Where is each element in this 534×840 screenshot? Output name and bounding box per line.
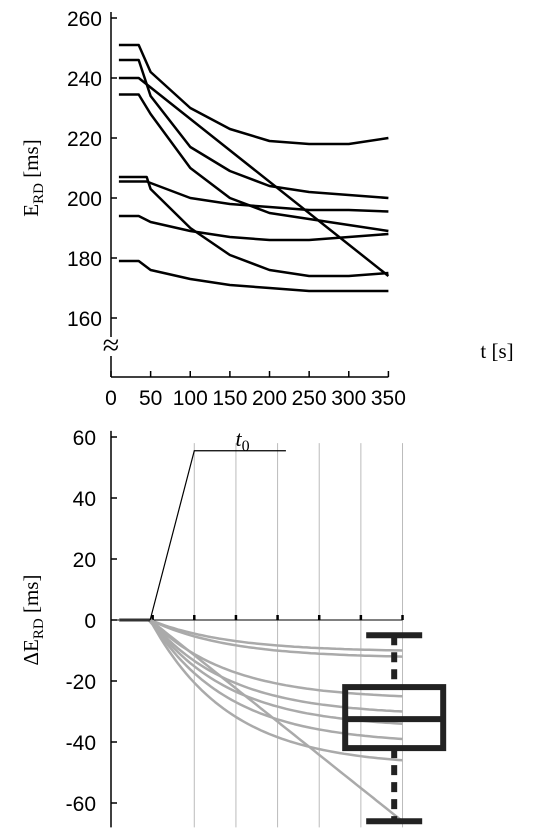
- y-tick-label: 40: [73, 488, 96, 511]
- x-tick-label: 150: [212, 387, 247, 410]
- axis-break-symbol: ≈: [103, 329, 119, 362]
- x-tick-label: 350: [371, 387, 406, 410]
- y-tick-label: 0: [84, 610, 96, 633]
- series-line-bottom: [119, 618, 403, 762]
- series-line-top: [118, 214, 389, 242]
- series-line-bottom: [119, 618, 403, 698]
- y-tick-label: -20: [66, 671, 96, 694]
- x-axis-label: t [s]: [480, 339, 513, 363]
- y-tick-label: -40: [66, 732, 96, 755]
- series-line-bottom: [119, 618, 403, 741]
- series-line-top: [118, 58, 389, 200]
- t0-leader-line: [149, 450, 286, 621]
- y-tick-label: 260: [67, 8, 102, 31]
- series-line-top: [118, 259, 389, 293]
- series-line-top: [118, 43, 389, 146]
- x-tick-label: 200: [252, 387, 287, 410]
- x-tick-label: 100: [173, 387, 208, 410]
- y-axis-label: ERD [ms]: [19, 139, 47, 216]
- y-tick-label: 240: [67, 68, 102, 91]
- series-line-bottom: [119, 618, 404, 823]
- x-tick-label: 300: [331, 387, 366, 410]
- y-axis-label-bottom: ΔERD [ms]: [19, 575, 47, 666]
- y-tick-label: 60: [73, 427, 96, 450]
- series-line-bottom: [119, 618, 403, 713]
- x-tick-label: 0: [105, 387, 117, 410]
- x-tick-label: 250: [292, 387, 327, 410]
- series-line-top: [118, 175, 389, 278]
- y-tick-label: 220: [67, 128, 102, 151]
- series-line-top: [118, 180, 389, 213]
- y-tick-label: 20: [73, 549, 96, 572]
- y-tick-label: 180: [67, 248, 102, 271]
- t0-annotation: t0: [236, 426, 250, 455]
- y-tick-label: 160: [67, 308, 102, 331]
- series-line-bottom: [119, 618, 403, 658]
- series-line-top: [118, 93, 389, 233]
- x-tick-label: 50: [139, 387, 162, 410]
- bottom-plot: -60 -40 -20 0 20 40 60 ΔERD [ms] t0: [19, 426, 447, 828]
- y-tick-label: 200: [67, 188, 102, 211]
- y-tick-label: -60: [66, 793, 96, 816]
